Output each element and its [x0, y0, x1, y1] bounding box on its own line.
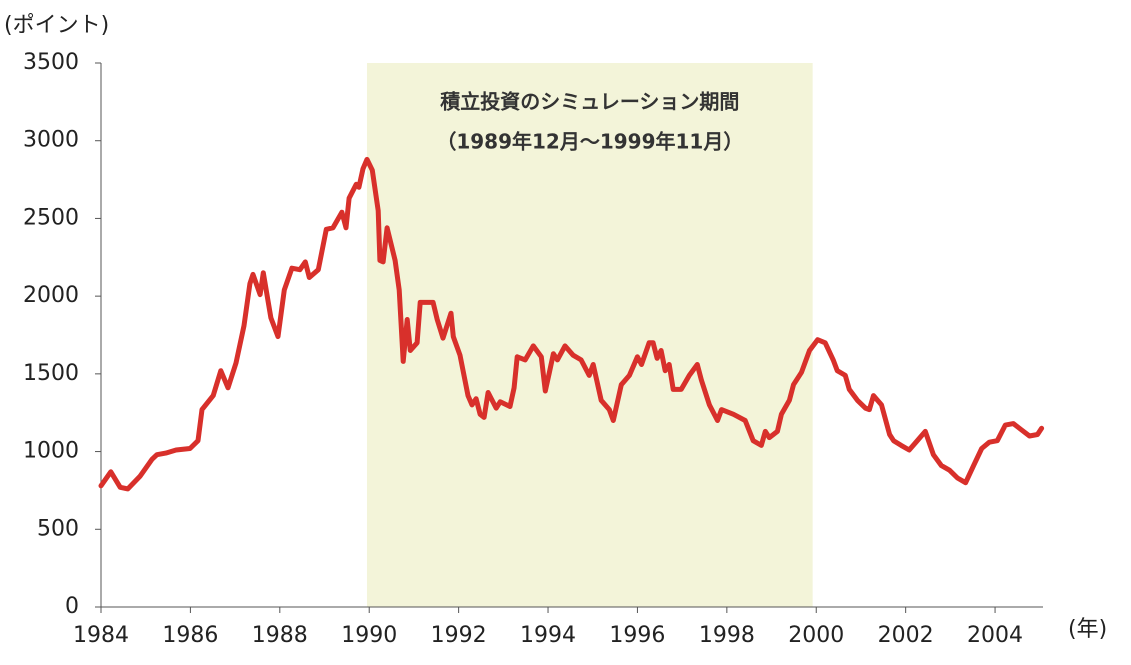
y-tick-label: 1000: [23, 439, 79, 464]
x-tick-label: 1992: [431, 623, 487, 648]
x-tick-label: 1986: [162, 623, 218, 648]
region-label: （1989年12月～1999年11月）: [436, 130, 743, 154]
x-axis-label: (年): [1068, 617, 1107, 642]
x-tick-label: 2000: [788, 623, 844, 648]
x-tick-label: 1996: [609, 623, 665, 648]
x-tick-label: 1990: [341, 623, 397, 648]
y-tick-label: 3500: [23, 50, 79, 75]
x-tick-label: 2004: [967, 623, 1023, 648]
y-tick-label: 2500: [23, 205, 79, 230]
y-axis-label: (ポイント): [4, 13, 109, 38]
x-tick-label: 1994: [520, 623, 576, 648]
x-tick-label: 1998: [699, 623, 755, 648]
y-tick-label: 500: [37, 516, 79, 541]
y-tick-label: 1500: [23, 361, 79, 386]
y-tick-label: 0: [65, 594, 79, 619]
y-tick-label: 2000: [23, 283, 79, 308]
x-tick-label: 1988: [252, 623, 308, 648]
x-tick-label: 2002: [878, 623, 934, 648]
y-tick-label: 3000: [23, 128, 79, 153]
x-tick-label: 1984: [73, 623, 129, 648]
line-series: [98, 156, 1045, 492]
region-label: 積立投資のシミュレーション期間: [440, 90, 739, 114]
